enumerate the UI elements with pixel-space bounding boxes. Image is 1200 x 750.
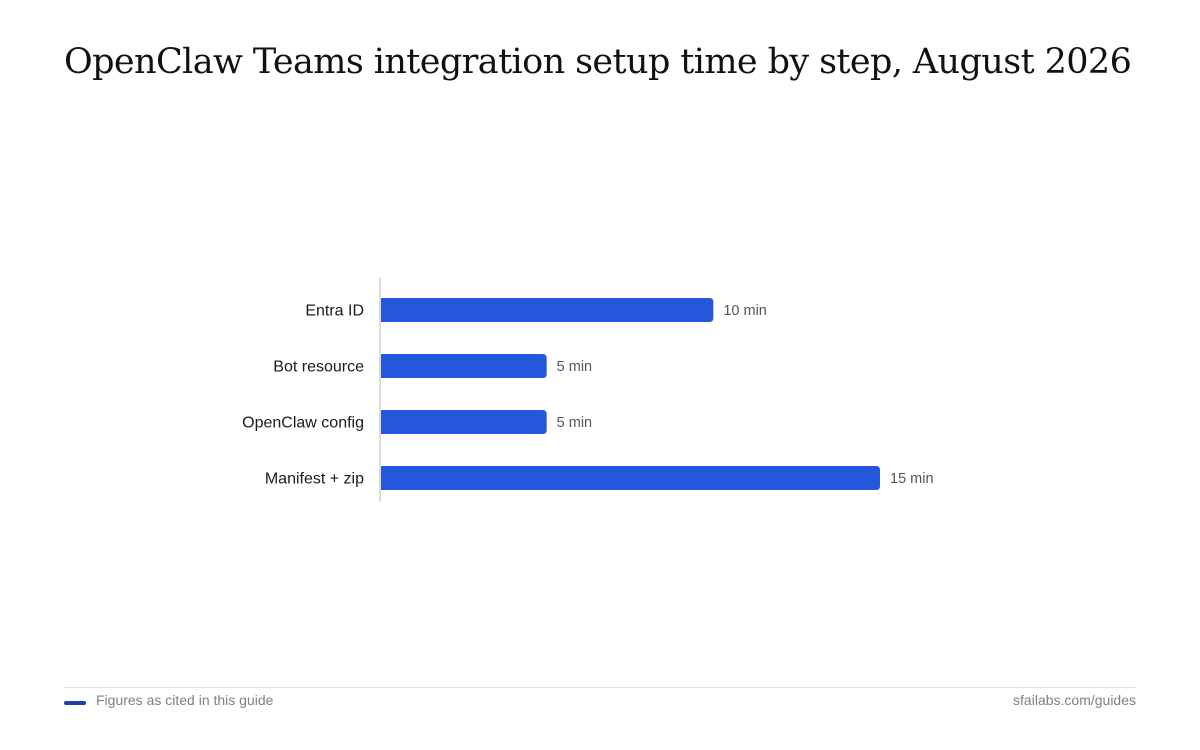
footer-source: sfailabs.com/guides: [1013, 692, 1136, 708]
bar: [381, 410, 547, 434]
category-label: Bot resource: [273, 359, 364, 376]
chart-title: OpenClaw Teams integration setup time by…: [64, 42, 1132, 82]
bar: [381, 354, 547, 378]
data-label: 5 min: [557, 359, 592, 375]
data-label: 5 min: [557, 415, 592, 431]
bar: [381, 298, 714, 322]
data-label: 15 min: [890, 471, 934, 487]
category-label: Entra ID: [305, 303, 364, 320]
data-label: 10 min: [723, 303, 767, 319]
bar: [381, 466, 880, 490]
category-label: Manifest + zip: [265, 471, 364, 488]
legend-swatch: [64, 701, 86, 705]
bar-chart: Entra ID 10 min Bot resource 5 min OpenClaw …: [242, 278, 934, 502]
footer-note: Figures as cited in this guide: [96, 692, 274, 708]
footer-divider: [64, 687, 1136, 688]
bar-group: Entra ID 10 min Bot resource 5 min OpenClaw …: [242, 298, 934, 490]
category-label: OpenClaw config: [242, 415, 364, 432]
